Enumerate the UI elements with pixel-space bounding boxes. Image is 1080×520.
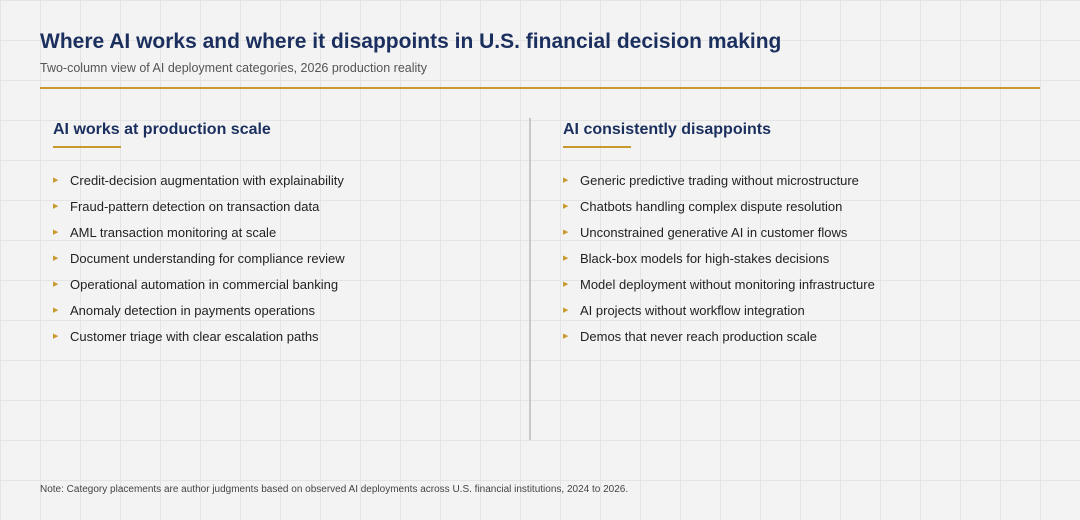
page-title: Where AI works and where it disappoints … xyxy=(40,30,782,53)
list-item-label: Unconstrained generative AI in customer … xyxy=(580,225,848,240)
list-item-label: Chatbots handling complex dispute resolu… xyxy=(580,199,843,214)
triangle-bullet-icon: ▶ xyxy=(53,177,59,184)
triangle-bullet-icon: ▶ xyxy=(563,177,569,184)
works-column: AI works at production scale ▶ Credit-dec… xyxy=(53,120,493,350)
list-item-label: Black-box models for high-stakes decisio… xyxy=(580,251,830,266)
list-item-label: Operational automation in commercial ban… xyxy=(70,277,339,292)
list-item: ▶ Fraud-pattern detection on transaction … xyxy=(53,194,493,220)
list-item: ▶ Model deployment without monitoring inf… xyxy=(563,272,1003,298)
list-item-label: Model deployment without monitoring infr… xyxy=(580,277,875,292)
list-item-label: Fraud-pattern detection on transaction d… xyxy=(70,199,320,214)
triangle-bullet-icon: ▶ xyxy=(53,281,59,288)
list-item: ▶ Chatbots handling complex dispute resol… xyxy=(563,194,1003,220)
list-item: ▶ Document understanding for compliance r… xyxy=(53,246,493,272)
disappoints-list: ▶ Generic predictive trading without micr… xyxy=(563,168,1003,350)
triangle-bullet-icon: ▶ xyxy=(563,229,569,236)
list-item-label: Generic predictive trading without micro… xyxy=(580,173,859,188)
works-heading-underline xyxy=(53,146,121,148)
triangle-bullet-icon: ▶ xyxy=(563,255,569,262)
list-item: ▶ Generic predictive trading without micr… xyxy=(563,168,1003,194)
footnote: Note: Category placements are author jud… xyxy=(40,484,629,495)
title-rule xyxy=(40,87,1040,89)
triangle-bullet-icon: ▶ xyxy=(53,203,59,210)
list-item-label: AML transaction monitoring at scale xyxy=(70,225,277,240)
list-item: ▶ Anomaly detection in payments operation… xyxy=(53,298,493,324)
column-divider xyxy=(529,118,531,440)
disappoints-column: AI consistently disappoints ▶ Generic pre… xyxy=(563,120,1003,350)
list-item-label: AI projects without workflow integration xyxy=(580,303,805,318)
page-subtitle: Two-column view of AI deployment categor… xyxy=(40,61,428,75)
triangle-bullet-icon: ▶ xyxy=(563,307,569,314)
works-list: ▶ Credit-decision augmentation with expla… xyxy=(53,168,493,350)
triangle-bullet-icon: ▶ xyxy=(53,255,59,262)
list-item: ▶ Operational automation in commercial ba… xyxy=(53,272,493,298)
disappoints-heading-underline xyxy=(563,146,631,148)
list-item-label: Customer triage with clear escalation pa… xyxy=(70,329,319,344)
list-item-label: Anomaly detection in payments operations xyxy=(70,303,315,318)
list-item-label: Document understanding for compliance re… xyxy=(70,251,345,266)
triangle-bullet-icon: ▶ xyxy=(53,333,59,340)
list-item: ▶ AI projects without workflow integratio… xyxy=(563,298,1003,324)
list-item: ▶ Credit-decision augmentation with expla… xyxy=(53,168,493,194)
list-item: ▶ Unconstrained generative AI in customer… xyxy=(563,220,1003,246)
list-item-label: Demos that never reach production scale xyxy=(580,329,818,344)
triangle-bullet-icon: ▶ xyxy=(563,203,569,210)
triangle-bullet-icon: ▶ xyxy=(53,307,59,314)
triangle-bullet-icon: ▶ xyxy=(563,333,569,340)
list-item: ▶ Customer triage with clear escalation p… xyxy=(53,324,493,350)
disappoints-column-heading: AI consistently disappoints xyxy=(563,121,772,138)
list-item-label: Credit-decision augmentation with explai… xyxy=(70,173,344,188)
list-item: ▶ Black-box models for high-stakes decisi… xyxy=(563,246,1003,272)
list-item: ▶ AML transaction monitoring at scale xyxy=(53,220,493,246)
triangle-bullet-icon: ▶ xyxy=(563,281,569,288)
triangle-bullet-icon: ▶ xyxy=(53,229,59,236)
works-column-heading: AI works at production scale xyxy=(53,121,271,138)
list-item: ▶ Demos that never reach production scale xyxy=(563,324,1003,350)
